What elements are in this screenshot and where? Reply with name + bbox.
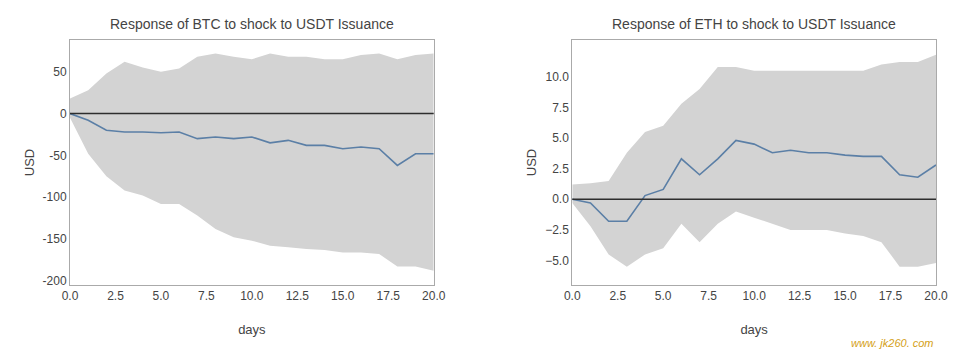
svg-text:2.5: 2.5 <box>552 162 569 176</box>
svg-text:USD: USD <box>524 149 539 176</box>
svg-text:5.0: 5.0 <box>655 289 672 303</box>
svg-text:-100: -100 <box>43 190 67 204</box>
svg-text:10.0: 10.0 <box>742 289 766 303</box>
svg-text:2.5: 2.5 <box>107 289 124 303</box>
svg-text:days: days <box>238 322 266 337</box>
svg-text:0.0: 0.0 <box>62 289 79 303</box>
svg-text:www. jk260. com: www. jk260. com <box>851 337 934 349</box>
svg-text:50: 50 <box>53 65 67 79</box>
svg-text:10.0: 10.0 <box>240 289 264 303</box>
svg-text:0: 0 <box>60 107 67 121</box>
svg-text:days: days <box>740 322 768 337</box>
svg-text:10.0: 10.0 <box>546 70 570 84</box>
svg-text:15.0: 15.0 <box>833 289 857 303</box>
svg-text:7.5: 7.5 <box>198 289 215 303</box>
svg-text:12.5: 12.5 <box>286 289 310 303</box>
svg-text:15.0: 15.0 <box>331 289 355 303</box>
svg-text:20.0: 20.0 <box>422 289 446 303</box>
svg-text:-200: -200 <box>43 274 67 288</box>
svg-text:Response of ETH to shock to US: Response of ETH to shock to USDT Issuanc… <box>612 16 896 32</box>
svg-text:12.5: 12.5 <box>788 289 812 303</box>
svg-text:7.5: 7.5 <box>700 289 717 303</box>
svg-text:5.0: 5.0 <box>552 131 569 145</box>
svg-text:−2.5: −2.5 <box>545 223 569 237</box>
svg-text:17.5: 17.5 <box>377 289 401 303</box>
svg-text:2.5: 2.5 <box>609 289 626 303</box>
svg-text:USD: USD <box>22 149 37 176</box>
svg-text:17.5: 17.5 <box>879 289 903 303</box>
svg-text:−5.0: −5.0 <box>545 254 569 268</box>
svg-text:7.5: 7.5 <box>552 101 569 115</box>
svg-text:-50: -50 <box>49 149 67 163</box>
svg-text:20.0: 20.0 <box>924 289 948 303</box>
svg-text:-150: -150 <box>43 232 67 246</box>
svg-text:0.0: 0.0 <box>552 192 569 206</box>
svg-text:Response of BTC to shock to US: Response of BTC to shock to USDT Issuanc… <box>110 16 394 32</box>
svg-text:5.0: 5.0 <box>153 289 170 303</box>
svg-text:0.0: 0.0 <box>564 289 581 303</box>
